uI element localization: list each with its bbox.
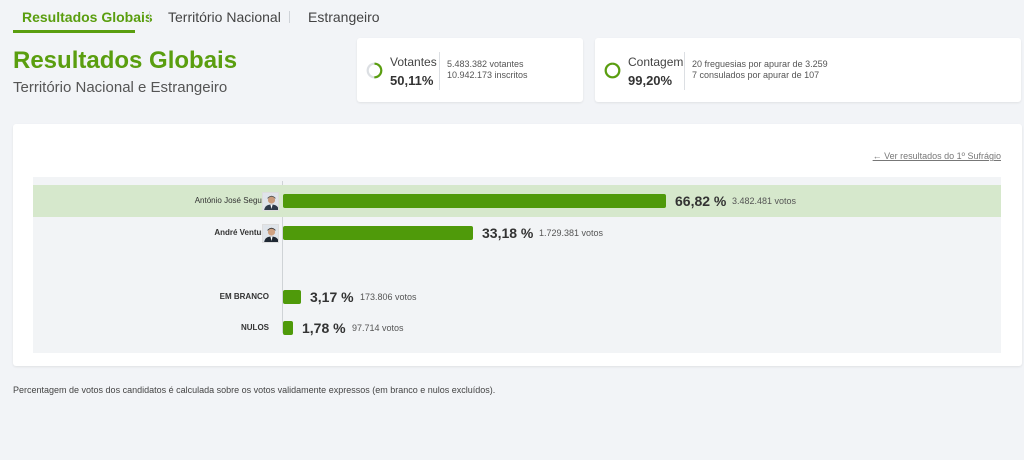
contagem-progress-ring-icon — [604, 62, 621, 79]
results-card: ← Ver resultados do 1º Sufrágio António … — [13, 124, 1022, 366]
footnote: Percentagem de votos dos candidatos é ca… — [13, 385, 496, 395]
result-bar — [283, 321, 293, 335]
result-votes: 173.806 votos — [360, 292, 417, 302]
tab-resultados-globais[interactable]: Resultados Globais — [22, 9, 153, 25]
votantes-label: Votantes — [390, 55, 437, 69]
candidate-name: António José Seguro — [194, 196, 269, 205]
contagem-percentage: 99,20% — [628, 73, 673, 88]
candidate-name: EM BRANCO — [219, 292, 269, 301]
result-bar — [283, 290, 301, 304]
active-tab-indicator — [13, 30, 135, 33]
votantes-card: Votantes 50,11% 5.483.382 votantes 10.94… — [357, 38, 583, 102]
result-percentage: 3,17 % — [310, 289, 354, 305]
chart-axis-line — [282, 181, 283, 333]
first-round-results-link[interactable]: ← Ver resultados do 1º Sufrágio — [872, 151, 1001, 161]
candidate-name: André Ventura — [214, 228, 269, 237]
candidate-photo-icon — [262, 192, 279, 211]
votantes-count: 5.483.382 votantes — [447, 59, 524, 69]
result-bar — [283, 226, 473, 240]
tab-territorio-nacional[interactable]: Território Nacional — [168, 9, 281, 25]
result-row-andre-ventura[interactable]: André Ventura 33,18 % 1.729.381 votos — [33, 217, 1001, 249]
result-percentage: 66,82 % — [675, 193, 727, 209]
consulados-por-apurar: 7 consulados por apurar de 107 — [692, 70, 820, 80]
tab-divider — [149, 11, 150, 23]
result-percentage: 1,78 % — [302, 320, 346, 336]
page-subtitle: Território Nacional e Estrangeiro — [13, 79, 228, 96]
result-votes: 3.482.481 votos — [732, 196, 797, 206]
votantes-percentage: 50,11% — [390, 73, 434, 88]
result-row-antonio-jose-seguro[interactable]: António José Seguro 66,82 % 3.482.481 vo… — [33, 185, 1001, 217]
results-chart: António José Seguro 66,82 % 3.482.481 vo… — [33, 177, 1001, 353]
tab-divider — [289, 11, 290, 23]
result-percentage: 33,18 % — [482, 225, 534, 241]
result-votes: 97.714 votos — [352, 323, 404, 333]
stat-divider — [439, 52, 440, 90]
tab-bar: Resultados Globais Território Nacional E… — [0, 0, 1024, 34]
result-row-nulos[interactable]: NULOS 1,78 % 97.714 votos — [33, 312, 1001, 344]
freguesias-por-apurar: 20 freguesias por apurar de 3.259 — [692, 59, 828, 69]
stat-divider — [684, 52, 685, 90]
candidate-name: NULOS — [241, 323, 269, 332]
inscritos-count: 10.942.173 inscritos — [447, 70, 528, 80]
votantes-progress-ring-icon — [366, 62, 383, 79]
page-title: Resultados Globais — [13, 47, 238, 74]
contagem-card: Contagem 99,20% 20 freguesias por apurar… — [595, 38, 1021, 102]
result-bar — [283, 194, 666, 208]
contagem-label: Contagem — [628, 55, 684, 69]
result-row-em-branco[interactable]: EM BRANCO 3,17 % 173.806 votos — [33, 281, 1001, 313]
tab-estrangeiro[interactable]: Estrangeiro — [308, 9, 380, 25]
result-votes: 1.729.381 votos — [539, 228, 604, 238]
candidate-photo-icon — [262, 224, 279, 243]
